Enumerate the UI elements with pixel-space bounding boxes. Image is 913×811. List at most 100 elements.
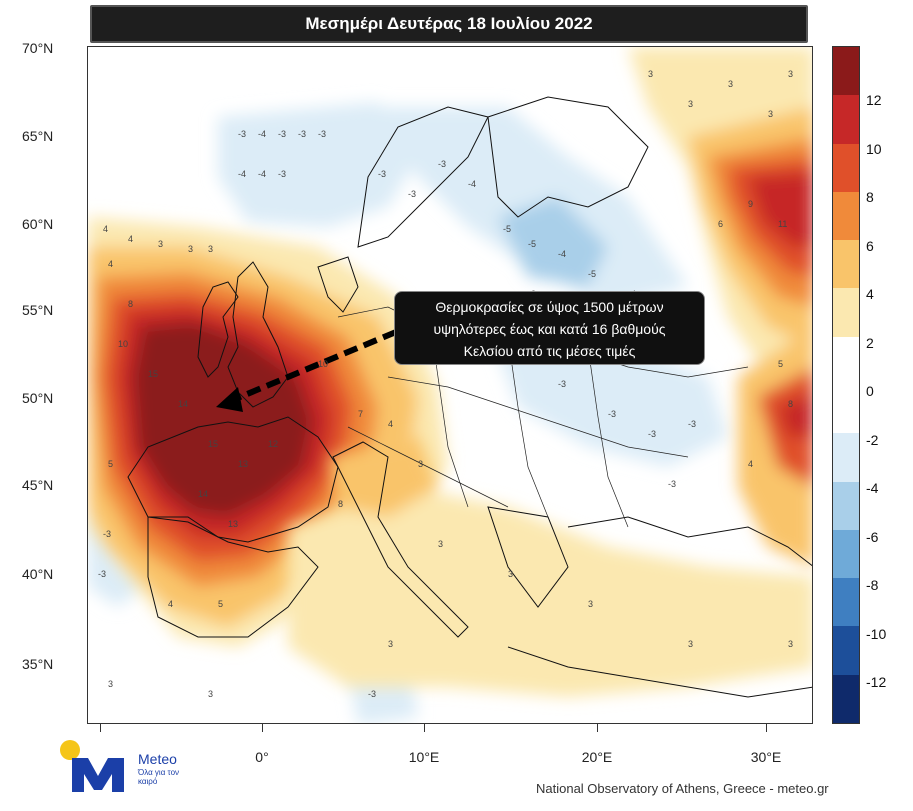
map-value: 3 bbox=[188, 244, 193, 254]
colorbar-segment bbox=[833, 47, 859, 96]
map-value: 3 bbox=[508, 569, 513, 579]
meteo-logo bbox=[60, 740, 124, 792]
map-value: -3 bbox=[408, 189, 416, 199]
map-value: -3 bbox=[438, 159, 446, 169]
colorbar-label: 2 bbox=[866, 335, 874, 351]
map-value: -4 bbox=[258, 169, 266, 179]
map-value: 4 bbox=[748, 459, 753, 469]
logo-name: Meteo bbox=[138, 751, 177, 767]
map-value: 14 bbox=[178, 399, 188, 409]
callout-line: Κελσίου από τις μέσες τιμές bbox=[463, 343, 636, 359]
map-value: 3 bbox=[388, 639, 393, 649]
lat-label: 55°N bbox=[22, 302, 54, 318]
map-value: 3 bbox=[438, 539, 443, 549]
map-value: 3 bbox=[208, 244, 213, 254]
axis-tick bbox=[262, 724, 263, 732]
anomaly-map: -3 -4 -3 -3 -3 -4 -4 -3 -5 -5 -4 -5 -3 -… bbox=[88, 47, 812, 723]
map-value: -5 bbox=[528, 239, 536, 249]
warm-anomaly-east bbox=[628, 47, 812, 567]
logo-tagline: Όλα για τον καιρό bbox=[138, 768, 180, 786]
map-value: -3 bbox=[608, 409, 616, 419]
footer-credit: National Observatory of Athens, Greece -… bbox=[536, 781, 829, 796]
colorbar-segment bbox=[833, 626, 859, 675]
map-value: -3 bbox=[368, 689, 376, 699]
map-title: Μεσημέρι Δευτέρας 18 Ιουλίου 2022 bbox=[90, 5, 808, 43]
lat-label: 70°N bbox=[22, 40, 54, 56]
map-value: 5 bbox=[778, 359, 783, 369]
map-area: -3 -4 -3 -3 -3 -4 -4 -3 -5 -5 -4 -5 -3 -… bbox=[87, 46, 813, 724]
callout-line: υψηλότερες έως και κατά 16 βαθμούς bbox=[433, 321, 666, 337]
map-value: 8 bbox=[338, 499, 343, 509]
map-value: 3 bbox=[688, 99, 693, 109]
map-value: -5 bbox=[588, 269, 596, 279]
colorbar-segment bbox=[833, 95, 859, 144]
axis-tick bbox=[766, 724, 767, 732]
map-value: 4 bbox=[108, 259, 113, 269]
axis-tick bbox=[597, 724, 598, 732]
map-value: 7 bbox=[358, 409, 363, 419]
colorbar-label: 4 bbox=[866, 286, 874, 302]
colorbar-label: -10 bbox=[866, 626, 887, 642]
colorbar-segment bbox=[833, 384, 859, 434]
colorbar-segment bbox=[833, 481, 859, 530]
map-value: -4 bbox=[238, 169, 246, 179]
map-value: -3 bbox=[278, 169, 286, 179]
map-value: 4 bbox=[388, 419, 393, 429]
callout-arrow bbox=[216, 329, 398, 412]
colorbar-segment bbox=[833, 191, 859, 241]
map-value: 10 bbox=[118, 339, 128, 349]
colorbar-label: -12 bbox=[866, 674, 887, 690]
map-value: -3 bbox=[668, 479, 676, 489]
map-value: -3 bbox=[238, 129, 246, 139]
colorbar-segment bbox=[833, 336, 859, 385]
map-value: -3 bbox=[98, 569, 106, 579]
colorbar-label: -6 bbox=[866, 529, 879, 545]
map-value: 3 bbox=[158, 239, 163, 249]
axis-tick bbox=[424, 724, 425, 732]
callout-line: Θερμοκρασίες σε ύψος 1500 μέτρων bbox=[435, 299, 664, 315]
lon-label: 10°E bbox=[408, 749, 440, 765]
map-value: 8 bbox=[788, 399, 793, 409]
colorbar-label: 0 bbox=[866, 383, 874, 399]
map-value: 4 bbox=[168, 599, 173, 609]
colorbar-segment bbox=[833, 578, 859, 627]
lat-label: 60°N bbox=[22, 216, 54, 232]
map-value: -3 bbox=[278, 129, 286, 139]
colorbar-label: -8 bbox=[866, 577, 879, 593]
colorbar-segment bbox=[833, 674, 859, 723]
map-value: -3 bbox=[298, 129, 306, 139]
map-value: -3 bbox=[558, 379, 566, 389]
map-value: 3 bbox=[108, 679, 113, 689]
lon-label: 30°E bbox=[750, 749, 782, 765]
colorbar-segment bbox=[833, 288, 859, 337]
map-value: -4 bbox=[258, 129, 266, 139]
map-value: -4 bbox=[558, 249, 566, 259]
map-value: 15 bbox=[208, 439, 218, 449]
map-value: -5 bbox=[503, 224, 511, 234]
lat-label: 50°N bbox=[22, 390, 54, 406]
colorbar-segment bbox=[833, 143, 859, 192]
map-value: 13 bbox=[228, 519, 238, 529]
map-value: 13 bbox=[238, 459, 248, 469]
map-value: -3 bbox=[318, 129, 326, 139]
map-value: 3 bbox=[728, 79, 733, 89]
lat-label: 35°N bbox=[22, 656, 54, 672]
map-value: 5 bbox=[218, 599, 223, 609]
colorbar-segment bbox=[833, 529, 859, 579]
map-value: -3 bbox=[103, 529, 111, 539]
colorbar-label: 8 bbox=[866, 189, 874, 205]
map-value: 3 bbox=[208, 689, 213, 699]
colorbar bbox=[832, 46, 860, 724]
map-value: 15 bbox=[148, 369, 158, 379]
map-value: 5 bbox=[108, 459, 113, 469]
colorbar-segment bbox=[833, 433, 859, 482]
colorbar-label: -2 bbox=[866, 432, 879, 448]
lon-label: 20°E bbox=[581, 749, 613, 765]
map-value: 3 bbox=[768, 109, 773, 119]
map-value: -4 bbox=[468, 179, 476, 189]
map-value: 12 bbox=[268, 439, 278, 449]
lat-label: 65°N bbox=[22, 128, 54, 144]
warm-anomaly-west bbox=[88, 217, 448, 647]
map-value: 3 bbox=[588, 599, 593, 609]
map-value: 10 bbox=[318, 359, 328, 369]
